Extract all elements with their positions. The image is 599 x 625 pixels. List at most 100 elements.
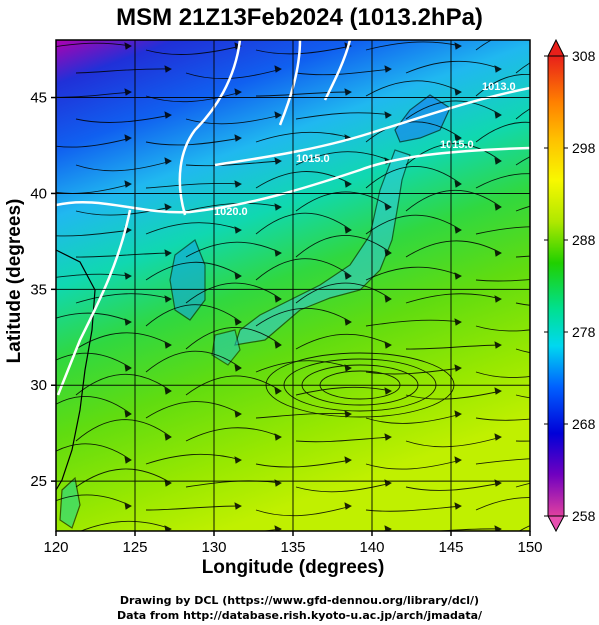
streamline-arrow — [565, 365, 571, 371]
streamline — [405, 436, 502, 448]
streamline — [255, 459, 352, 468]
streamline — [515, 255, 530, 258]
streamline — [75, 68, 172, 74]
streamline-arrow — [124, 410, 132, 418]
x-tick-label: 145 — [438, 539, 463, 556]
streamline — [365, 121, 462, 143]
streamline-arrow — [124, 88, 132, 96]
x-tick-label: 130 — [201, 539, 226, 556]
streamline — [515, 156, 530, 166]
streamline-arrow — [124, 272, 132, 280]
streamline — [295, 112, 392, 120]
streamline — [56, 91, 132, 98]
streamline-arrow — [565, 319, 571, 325]
colorbar-top-arrow — [547, 38, 565, 57]
chart-title: MSM 21Z13Feb2024 (1013.2hPa) — [116, 4, 483, 31]
streamline-arrow — [494, 433, 502, 441]
streamline — [405, 344, 502, 350]
streamline-arrow — [384, 433, 392, 441]
streamline-arrow — [164, 203, 172, 211]
streamline — [185, 282, 282, 304]
streamline-arrow — [494, 249, 502, 257]
streamline — [185, 427, 282, 442]
streamline-arrow — [344, 272, 352, 280]
streamline-arrow — [565, 503, 571, 509]
streamline-arrow — [565, 227, 571, 233]
colorbar-tick-label: 288 — [572, 232, 596, 248]
streamline-arrow — [124, 180, 132, 188]
streamline-arrow — [454, 318, 462, 326]
streamline — [475, 417, 530, 421]
streamline — [365, 166, 462, 189]
streamline — [295, 333, 392, 350]
colorbar-tick-label: 298 — [572, 140, 596, 156]
streamline — [56, 273, 132, 278]
streamline-arrow — [454, 42, 462, 50]
streamline-arrow — [274, 295, 282, 303]
streamline — [515, 302, 530, 306]
streamline — [145, 304, 242, 327]
streamline-arrow — [124, 502, 132, 510]
streamline — [515, 440, 530, 442]
streamline — [515, 394, 530, 399]
streamline — [185, 326, 282, 350]
streamline-arrow — [454, 226, 462, 234]
streamline-arrow — [124, 318, 132, 326]
credit-drawing: Drawing by DCL (https://www.gfd-dennou.o… — [119, 594, 480, 607]
y-tick-label: 30 — [30, 377, 47, 394]
streamline-arrow — [234, 88, 242, 96]
streamline — [475, 226, 530, 235]
isobar-line — [178, 40, 242, 216]
streamline-arrow — [164, 157, 172, 165]
streamline — [255, 171, 352, 189]
streamline — [145, 45, 242, 55]
streamline-arrow — [494, 341, 502, 349]
y-tick-label: 35 — [30, 281, 47, 298]
colorbar-gradient — [547, 55, 565, 517]
x-tick-label: 150 — [517, 539, 542, 556]
streamline — [56, 443, 132, 461]
streamline-arrow — [164, 387, 172, 395]
streamline-arrow — [274, 387, 282, 395]
streamline — [255, 412, 352, 419]
wind-streamlines — [56, 40, 571, 531]
colorbar-tick-label: 308 — [572, 48, 596, 64]
streamline — [515, 482, 530, 488]
streamline — [475, 121, 530, 143]
streamline-arrow — [274, 65, 282, 73]
graticule — [56, 40, 530, 531]
china-coast — [56, 249, 96, 491]
streamline — [255, 45, 352, 55]
streamline — [365, 266, 462, 281]
streamline — [145, 182, 242, 189]
streamline — [405, 390, 502, 400]
x-axis-label: Longitude (degrees) — [201, 557, 385, 578]
streamline — [295, 191, 392, 212]
streamline — [79, 520, 172, 531]
streamline-arrow — [234, 410, 242, 418]
isobar-label: 1020.0 — [214, 206, 248, 218]
streamline-arrow — [565, 181, 571, 187]
streamline-arrow — [454, 134, 462, 142]
streamline — [405, 189, 502, 212]
streamline — [405, 482, 502, 491]
streamline-arrow — [344, 456, 352, 464]
streamline-arrow — [124, 456, 132, 464]
colorbar-tick-label: 258 — [572, 508, 596, 524]
streamline — [365, 214, 462, 235]
streamline-arrow — [344, 410, 352, 418]
isobar-line — [323, 40, 352, 101]
streamline — [75, 293, 172, 304]
longitude-axis: 120 125 130 135 140 145 150 — [43, 531, 543, 556]
streamline — [405, 293, 502, 304]
y-tick-label: 45 — [30, 90, 47, 107]
streamline-arrow — [234, 502, 242, 510]
isobar-line — [278, 40, 302, 126]
korea-landmass — [169, 239, 206, 321]
streamline-arrow — [384, 295, 392, 303]
streamline-arrow — [454, 502, 462, 510]
streamline — [260, 528, 282, 531]
streamline-arrow — [344, 364, 352, 372]
streamline — [475, 458, 530, 465]
